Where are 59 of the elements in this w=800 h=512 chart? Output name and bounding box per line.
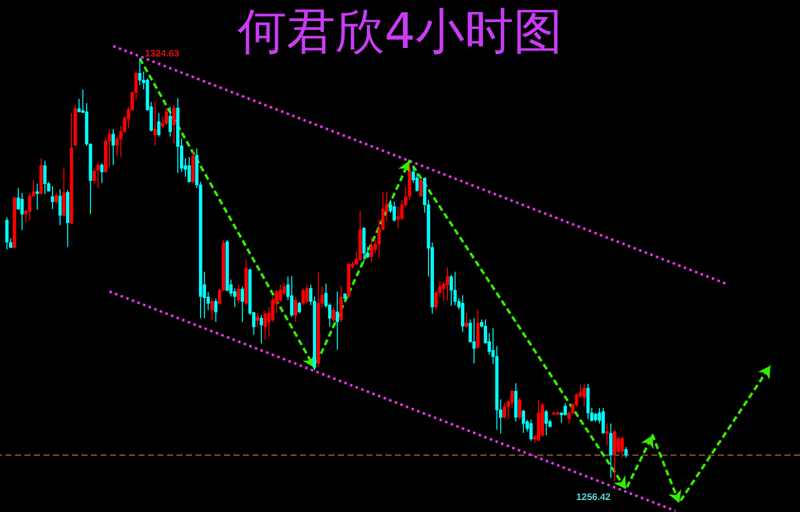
candlestick (188, 156, 191, 183)
candlestick (58, 188, 62, 226)
candlestick (612, 430, 616, 482)
chart-title: 何君欣4小时图 (237, 3, 563, 60)
candlestick (624, 446, 628, 458)
candlestick (36, 183, 39, 210)
candlestick (240, 286, 244, 322)
candlestick (544, 409, 548, 436)
candlestick (305, 284, 309, 304)
candlestick (153, 100, 157, 146)
candlestick (112, 128, 115, 166)
candlestick (50, 186, 54, 210)
candlestick (210, 298, 214, 320)
candlestick (138, 58, 142, 86)
candlestick (302, 288, 305, 306)
candlestick (54, 192, 58, 205)
candlestick (419, 178, 423, 198)
candlestick (43, 160, 47, 195)
candlestick (620, 436, 624, 458)
candlestick (172, 104, 176, 144)
candlestick (214, 298, 218, 322)
candlestick (236, 284, 240, 304)
candlestick (609, 422, 612, 479)
candlestick (100, 162, 104, 184)
candlestick (605, 422, 609, 446)
candlestick (564, 402, 567, 416)
candlestick (392, 201, 396, 222)
candlestick (450, 274, 453, 306)
candlestick (529, 419, 533, 442)
candlestick (453, 271, 457, 306)
candlestick (339, 285, 343, 322)
candlestick (518, 398, 522, 420)
annotation: 1256.42 (576, 492, 611, 503)
candlestick (502, 402, 506, 420)
candlestick (472, 318, 476, 364)
candlestick (290, 276, 294, 318)
candlestick (602, 408, 605, 435)
candlestick (294, 296, 298, 322)
candlestick (5, 216, 9, 250)
candlestick (510, 390, 514, 408)
candlestick (446, 266, 450, 301)
candlestick (256, 312, 260, 328)
candlestick (336, 290, 339, 350)
candlestick (461, 294, 464, 332)
candlestick (298, 300, 301, 314)
candlestick (62, 167, 66, 218)
candlestick (522, 409, 526, 434)
candlestick (370, 236, 374, 263)
candlestick (332, 306, 336, 322)
candlestick (96, 161, 100, 189)
candlestick (28, 192, 32, 221)
candlestick (164, 108, 168, 126)
candlestick (260, 314, 264, 344)
candlestick (582, 383, 586, 408)
candlestick (157, 112, 160, 138)
candlestick (168, 106, 172, 138)
candlestick (264, 310, 267, 340)
annotation: 1324.63 (144, 48, 180, 60)
candlestick (20, 192, 24, 231)
